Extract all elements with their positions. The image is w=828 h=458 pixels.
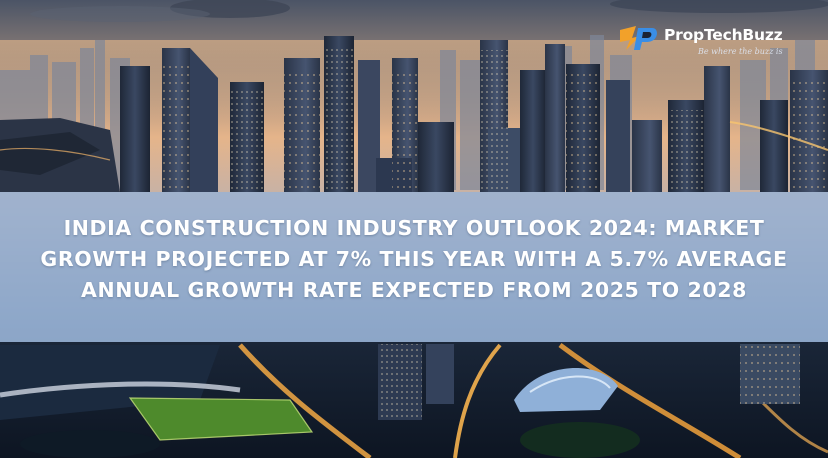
headline-line-3: ANNUAL GROWTH RATE EXPECTED FROM 2025 TO… [81, 278, 747, 302]
proptechbuzz-logo: PropTechBuzz Be where the buzz is [618, 22, 824, 70]
brand-name: PropTechBuzz [664, 26, 783, 44]
headline-banner [0, 192, 828, 342]
headline-line-2: GROWTH PROJECTED AT 7% THIS YEAR WITH A … [40, 247, 788, 271]
proptechbuzz-logo-icon [620, 26, 657, 50]
brand-tagline: Be where the buzz is [698, 47, 783, 56]
article-headline: INDIA CONSTRUCTION INDUSTRY OUTLOOK 2024… [0, 213, 828, 306]
headline-line-1: INDIA CONSTRUCTION INDUSTRY OUTLOOK 2024… [63, 216, 765, 240]
